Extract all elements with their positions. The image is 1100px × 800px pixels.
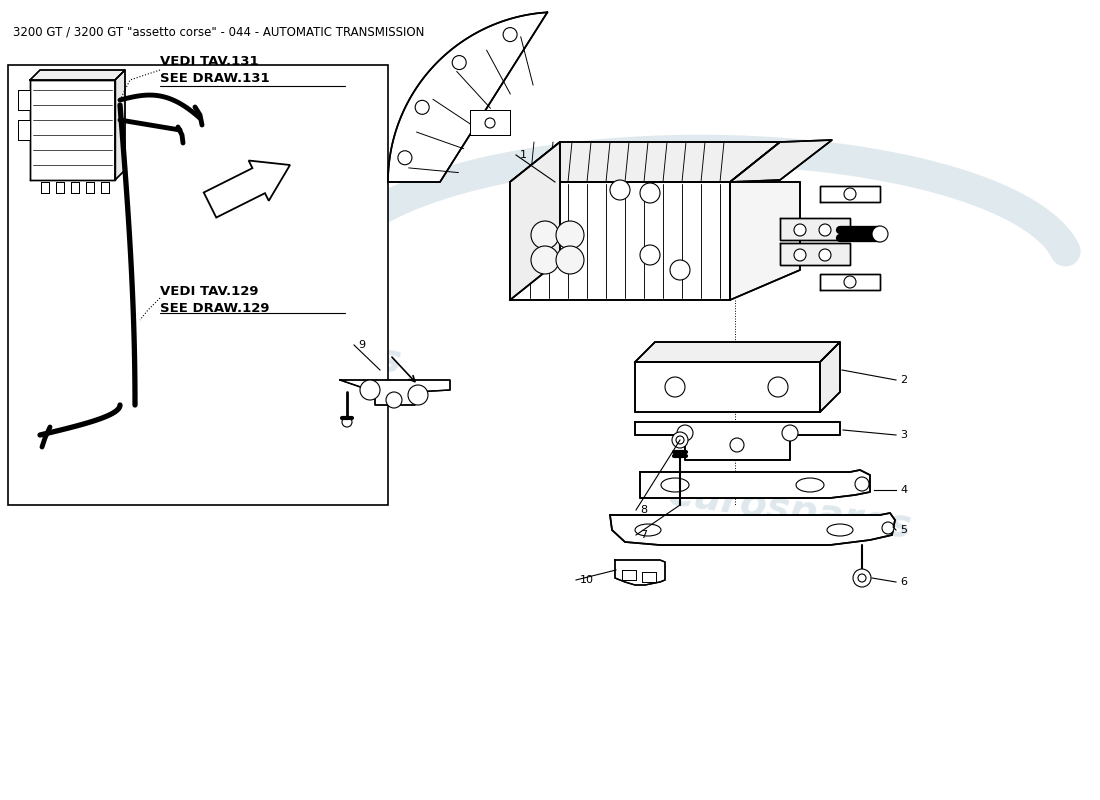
Text: 10: 10 [580, 575, 594, 585]
Circle shape [882, 522, 894, 534]
Text: VEDI TAV.131
SEE DRAW.131: VEDI TAV.131 SEE DRAW.131 [160, 55, 270, 85]
Polygon shape [820, 342, 840, 412]
Polygon shape [86, 182, 94, 193]
Circle shape [408, 385, 428, 405]
Polygon shape [30, 80, 116, 180]
Polygon shape [56, 182, 64, 193]
Polygon shape [730, 140, 832, 182]
Text: 9: 9 [358, 340, 365, 350]
Polygon shape [340, 380, 450, 405]
Polygon shape [30, 70, 125, 80]
Polygon shape [621, 570, 636, 580]
Polygon shape [642, 572, 656, 582]
Polygon shape [635, 362, 820, 412]
Text: 1: 1 [520, 150, 527, 160]
Polygon shape [41, 182, 50, 193]
Polygon shape [635, 422, 840, 460]
Polygon shape [730, 182, 800, 300]
Circle shape [398, 150, 411, 165]
Circle shape [452, 55, 466, 70]
Polygon shape [116, 70, 125, 180]
Circle shape [386, 392, 402, 408]
Circle shape [844, 188, 856, 200]
Text: 7: 7 [640, 530, 647, 540]
Circle shape [676, 436, 684, 444]
Circle shape [485, 118, 495, 128]
Ellipse shape [827, 524, 853, 536]
Polygon shape [101, 182, 109, 193]
Text: 4: 4 [900, 485, 908, 495]
Polygon shape [510, 142, 780, 182]
Text: eurospares: eurospares [666, 474, 914, 546]
Ellipse shape [661, 478, 689, 492]
Polygon shape [388, 12, 548, 182]
Circle shape [556, 221, 584, 249]
Circle shape [342, 417, 352, 427]
Bar [8, 65, 388, 505]
Polygon shape [72, 182, 79, 193]
Ellipse shape [635, 524, 661, 536]
Circle shape [844, 276, 856, 288]
Circle shape [820, 224, 830, 236]
Circle shape [640, 245, 660, 265]
Polygon shape [615, 560, 666, 585]
Circle shape [782, 425, 797, 441]
Circle shape [768, 377, 788, 397]
Circle shape [531, 246, 559, 274]
Circle shape [852, 569, 871, 587]
Circle shape [610, 180, 630, 200]
Text: 6: 6 [900, 577, 908, 587]
Text: 3: 3 [900, 430, 908, 440]
Polygon shape [510, 142, 560, 300]
Polygon shape [470, 110, 510, 135]
Polygon shape [780, 243, 850, 265]
Polygon shape [18, 120, 30, 140]
Text: 5: 5 [900, 525, 908, 535]
Circle shape [730, 438, 744, 452]
Circle shape [666, 377, 685, 397]
Circle shape [556, 246, 584, 274]
Text: 8: 8 [640, 505, 647, 515]
Circle shape [672, 432, 688, 448]
Polygon shape [780, 218, 850, 240]
Circle shape [640, 183, 660, 203]
Circle shape [531, 221, 559, 249]
Circle shape [503, 27, 517, 42]
Polygon shape [640, 470, 870, 498]
Circle shape [360, 380, 379, 400]
Ellipse shape [796, 478, 824, 492]
Text: 2: 2 [900, 375, 908, 385]
Circle shape [415, 100, 429, 114]
Circle shape [855, 477, 869, 491]
Polygon shape [610, 513, 895, 545]
Polygon shape [820, 186, 880, 202]
FancyArrow shape [204, 161, 290, 218]
Circle shape [676, 425, 693, 441]
Polygon shape [510, 182, 730, 300]
Circle shape [820, 249, 830, 261]
Circle shape [670, 260, 690, 280]
Circle shape [794, 224, 806, 236]
Circle shape [794, 249, 806, 261]
Polygon shape [635, 342, 840, 362]
Polygon shape [18, 90, 30, 110]
Circle shape [872, 226, 888, 242]
Text: eurospares: eurospares [156, 309, 405, 381]
Polygon shape [820, 274, 880, 290]
Circle shape [858, 574, 866, 582]
Text: VEDI TAV.129
SEE DRAW.129: VEDI TAV.129 SEE DRAW.129 [160, 285, 270, 315]
Text: 3200 GT / 3200 GT "assetto corse" - 044 - AUTOMATIC TRANSMISSION: 3200 GT / 3200 GT "assetto corse" - 044 … [13, 26, 425, 38]
